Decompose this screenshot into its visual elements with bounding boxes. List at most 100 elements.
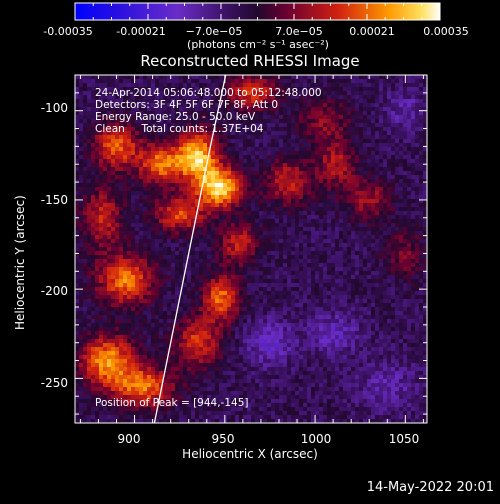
heatmap-cell (299, 115, 304, 120)
heatmap-cell (87, 159, 92, 164)
heatmap-cell (87, 199, 92, 204)
heatmap-cell (159, 319, 164, 324)
heatmap-cell (203, 151, 208, 156)
heatmap-cell (151, 319, 156, 324)
heatmap-cell (79, 291, 84, 296)
heatmap-cell (139, 167, 144, 172)
heatmap-cell (203, 351, 208, 356)
heatmap-cell (119, 335, 124, 340)
heatmap-cell (131, 363, 136, 368)
heatmap-cell (203, 271, 208, 276)
heatmap-cell (195, 391, 200, 396)
heatmap-cell (95, 235, 100, 240)
heatmap-cell (167, 367, 172, 372)
heatmap-cell (107, 183, 112, 188)
heatmap-cell (115, 135, 120, 140)
heatmap-cell (283, 343, 288, 348)
heatmap-cell (139, 303, 144, 308)
heatmap-cell (195, 143, 200, 148)
heatmap-cell (135, 311, 140, 316)
heatmap-cell (295, 387, 300, 392)
heatmap-cell (295, 299, 300, 304)
heatmap-cell (275, 295, 280, 300)
heatmap-cell (203, 363, 208, 368)
heatmap-cell (295, 211, 300, 216)
heatmap-cell (279, 331, 284, 336)
heatmap-cell (103, 339, 108, 344)
heatmap-cell (91, 207, 96, 212)
heatmap-cell (155, 287, 160, 292)
heatmap-cell (243, 331, 248, 336)
heatmap-cell (87, 307, 92, 312)
heatmap-cell (163, 299, 168, 304)
heatmap-cell (79, 91, 84, 96)
heatmap-cell (279, 359, 284, 364)
heatmap-cell (111, 415, 116, 420)
heatmap-cell (299, 311, 304, 316)
heatmap-cell (95, 283, 100, 288)
heatmap-cell (135, 367, 140, 372)
heatmap-cell (91, 335, 96, 340)
heatmap-cell (91, 135, 96, 140)
heatmap-cell (199, 331, 204, 336)
heatmap-cell (231, 347, 236, 352)
heatmap-cell (199, 267, 204, 272)
heatmap-cell (175, 339, 180, 344)
heatmap-cell (163, 155, 168, 160)
heatmap-cell (219, 147, 224, 152)
heatmap-cell (95, 147, 100, 152)
heatmap-cell (123, 287, 128, 292)
heatmap-cell (139, 207, 144, 212)
heatmap-cell (183, 339, 188, 344)
heatmap-cell (199, 271, 204, 276)
heatmap-cell (207, 251, 212, 256)
heatmap-cell (227, 339, 232, 344)
heatmap-cell (99, 363, 104, 368)
heatmap-cell (147, 347, 152, 352)
heatmap-cell (131, 167, 136, 172)
heatmap-cell (87, 103, 92, 108)
heatmap-cell (127, 191, 132, 196)
heatmap-cell (299, 183, 304, 188)
heatmap-cell (263, 211, 268, 216)
heatmap-cell (95, 155, 100, 160)
heatmap-cell (287, 99, 292, 104)
heatmap-cell (99, 263, 104, 268)
heatmap-cell (255, 239, 260, 244)
heatmap-cell (271, 315, 276, 320)
heatmap-cell (243, 279, 248, 284)
heatmap-cell (207, 191, 212, 196)
heatmap-cell (243, 163, 248, 168)
heatmap-cell (167, 219, 172, 224)
heatmap-cell (139, 243, 144, 248)
heatmap-cell (139, 351, 144, 356)
heatmap-cell (271, 295, 276, 300)
heatmap-cell (83, 395, 88, 400)
heatmap-cell (151, 239, 156, 244)
heatmap-cell (255, 391, 260, 396)
heatmap-cell (167, 179, 172, 184)
heatmap-cell (219, 223, 224, 228)
heatmap-cell (199, 167, 204, 172)
heatmap-cell (87, 291, 92, 296)
heatmap-cell (155, 139, 160, 144)
heatmap-cell (235, 255, 240, 260)
heatmap-cell (287, 139, 292, 144)
heatmap-cell (283, 335, 288, 340)
heatmap-cell (211, 243, 216, 248)
heatmap-cell (215, 203, 220, 208)
heatmap-cell (175, 151, 180, 156)
heatmap-cell (263, 203, 268, 208)
heatmap-cell (207, 291, 212, 296)
heatmap-cell (127, 223, 132, 228)
heatmap-cell (155, 251, 160, 256)
heatmap-cell (83, 171, 88, 176)
heatmap-cell (127, 347, 132, 352)
heatmap-cell (159, 275, 164, 280)
heatmap-cell (215, 171, 220, 176)
heatmap-cell (215, 291, 220, 296)
heatmap-cell (139, 279, 144, 284)
heatmap-cell (247, 271, 252, 276)
heatmap-cell (291, 303, 296, 308)
heatmap-cell (231, 147, 236, 152)
